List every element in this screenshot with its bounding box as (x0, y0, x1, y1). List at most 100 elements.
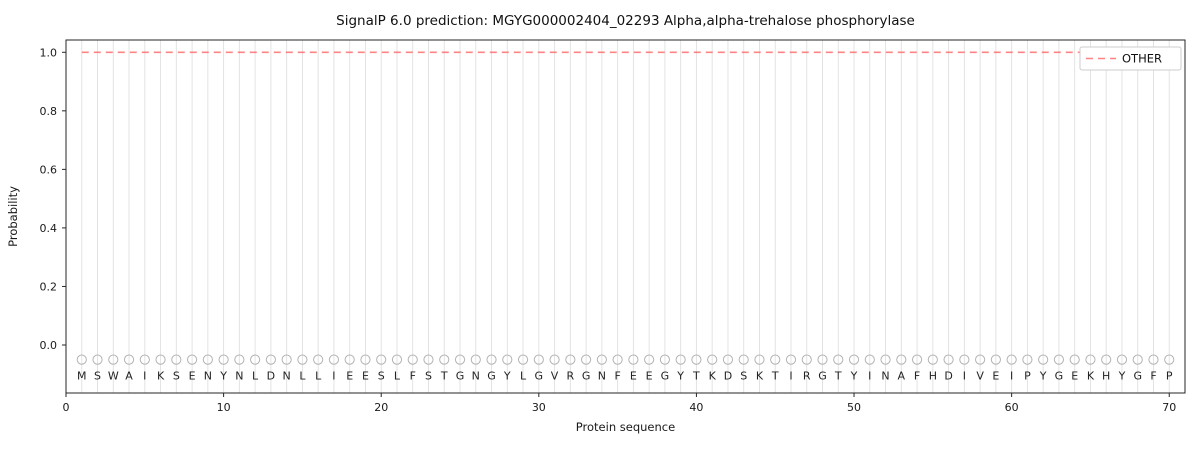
residue-marker (470, 354, 481, 365)
residue-letter: N (881, 370, 889, 383)
residue-letter: L (299, 370, 306, 383)
residue-marker (722, 354, 734, 365)
y-tick-label: 0.2 (40, 280, 58, 293)
residue-marker (612, 354, 623, 365)
residue-letter: S (173, 370, 180, 383)
residue-letter: N (204, 370, 212, 383)
residue-marker (171, 354, 182, 365)
residue-letter: D (267, 370, 275, 383)
residue-marker (234, 354, 245, 365)
residue-marker (155, 354, 166, 365)
residue-letter: R (567, 370, 575, 383)
residue-letter: D (944, 370, 952, 383)
residue-letter: F (1150, 370, 1156, 383)
residue-letter: T (771, 370, 779, 383)
residue-marker (139, 354, 150, 365)
residue-letter: Y (219, 370, 227, 383)
x-tick-label: 70 (1162, 401, 1176, 414)
residue-letter: G (1133, 370, 1142, 383)
residue-marker (123, 354, 135, 365)
residue-letter: T (834, 370, 842, 383)
residue-marker (1038, 354, 1049, 365)
y-tick-label: 0.4 (40, 222, 58, 235)
residue-letter: S (740, 370, 747, 383)
residue-letter: F (614, 370, 620, 383)
residue-marker (896, 354, 907, 365)
x-tick-label: 50 (847, 401, 861, 414)
residue-marker (785, 354, 797, 365)
residue-marker (675, 354, 686, 365)
residue-letter: W (108, 370, 119, 383)
residue-marker (580, 354, 592, 365)
residue-letter: A (125, 370, 133, 383)
y-tick-label: 0.0 (40, 339, 58, 352)
residue-marker (1053, 354, 1065, 365)
residue-marker (108, 354, 119, 365)
residue-marker (754, 354, 765, 365)
x-tick-label: 40 (689, 401, 703, 414)
residue-letter: Y (850, 370, 858, 383)
residue-marker (628, 354, 639, 365)
residue-letter: Y (1118, 370, 1126, 383)
residue-letter: E (992, 370, 999, 383)
residue-marker (848, 354, 860, 365)
x-tick-label: 0 (63, 401, 70, 414)
residue-letter: G (456, 370, 465, 383)
residue-letter: A (898, 370, 906, 383)
residue-marker (549, 354, 560, 365)
residue-marker (265, 354, 276, 365)
residue-marker (1022, 354, 1033, 365)
residue-marker (1116, 354, 1128, 365)
residue-letter: G (818, 370, 827, 383)
residue-letter: L (315, 370, 322, 383)
residue-letter: F (410, 370, 416, 383)
residue-letter: D (724, 370, 732, 383)
residue-letter: G (1055, 370, 1064, 383)
residue-letter: S (425, 370, 432, 383)
x-tick-label: 30 (532, 401, 546, 414)
residue-letter: H (929, 370, 937, 383)
residue-marker (770, 354, 781, 365)
residue-letter: P (1166, 370, 1173, 383)
residue-letter: N (598, 370, 606, 383)
residue-marker (92, 354, 103, 365)
legend-label: OTHER (1122, 52, 1162, 66)
residue-marker (250, 354, 261, 365)
residue-letter: I (868, 370, 871, 383)
residue-letter: S (94, 370, 101, 383)
y-axis-label: Probability (6, 186, 20, 247)
residue-letter: E (1071, 370, 1078, 383)
residue-letter: E (362, 370, 369, 383)
residue-marker (864, 354, 875, 365)
residue-marker (439, 354, 450, 365)
y-tick-label: 0.6 (40, 163, 58, 176)
residue-marker (186, 354, 198, 365)
residue-marker (517, 354, 529, 365)
residue-letter: G (487, 370, 496, 383)
residue-letter: K (709, 370, 717, 383)
residue-letter: N (235, 370, 243, 383)
x-tick-label: 10 (217, 401, 231, 414)
legend: OTHER (1079, 46, 1182, 71)
residue-letter: L (252, 370, 259, 383)
residue-marker (817, 354, 828, 365)
residue-marker (218, 354, 229, 365)
x-axis-label: Protein sequence (576, 420, 675, 434)
residue-letter: G (582, 370, 591, 383)
residue-marker (423, 354, 434, 365)
residue-marker (454, 354, 466, 365)
residue-letter: N (283, 370, 291, 383)
residue-marker (943, 354, 954, 365)
residue-marker (1069, 354, 1080, 365)
residue-marker (659, 354, 671, 365)
residue-letter: T (692, 370, 700, 383)
residue-marker (360, 354, 371, 365)
residue-marker (959, 354, 970, 365)
residue-marker (76, 354, 87, 365)
residue-marker (313, 354, 324, 365)
residue-marker (202, 354, 213, 365)
residue-letter: E (346, 370, 353, 383)
residue-marker (833, 354, 844, 365)
